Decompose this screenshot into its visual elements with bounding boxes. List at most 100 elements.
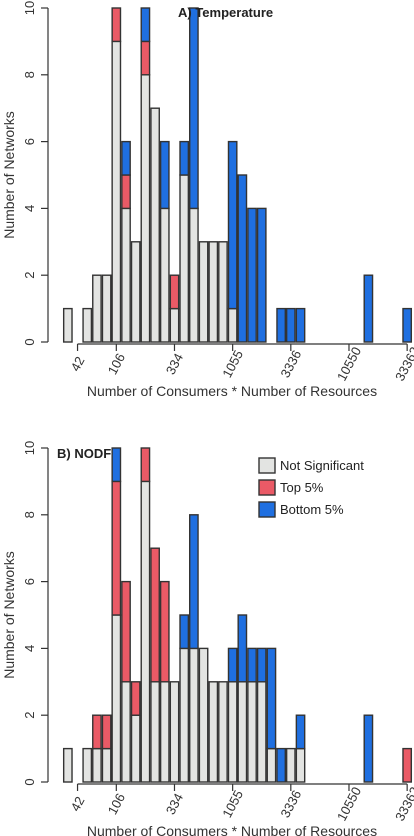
bar-segment [208,241,219,343]
y-tick-label: 4 [22,645,37,652]
x-tick-label: 3336 [277,348,304,381]
legend-label: Top 5% [280,480,324,495]
y-tick-label: 8 [22,511,37,518]
bar-segment [150,681,160,783]
bar-segment [159,580,170,683]
bar-segment [82,747,93,783]
y-tick-label: 4 [22,205,37,212]
bar-segment [266,647,277,750]
legend-swatch [258,479,276,496]
bar-segment [121,580,131,683]
legend-swatch [258,457,276,474]
bar-segment [111,7,122,43]
bar-segment [266,747,277,783]
bar-segment [189,647,199,783]
chart-panel-temperature: 0 2 4 6 8 10 Number of Networks 42 106 334 1055 333… [1,1,414,399]
x-tick-label: 10550 [334,784,364,823]
bar-segment [121,681,131,783]
x-tick-label: 33362 [392,344,414,383]
bar-segment [247,207,257,343]
bar-segment [121,207,131,343]
panel-title: B) NODF [57,446,111,461]
bar-segment [189,514,199,650]
bar-segment [140,74,151,343]
bar-segment [111,447,122,483]
bar-segment [121,140,131,176]
bar-segment [111,614,122,783]
x-tick-label: 3336 [277,788,304,821]
x-tick-label: 1055 [219,348,246,381]
y-axis-label: Number of Networks [1,111,17,239]
x-tick-label: 33362 [392,784,414,823]
bar-segment [159,681,170,783]
bar-segment [295,747,306,783]
bar-segment [111,40,122,343]
bar-segment [218,241,228,343]
x-tick-label: 334 [163,791,186,817]
bar-segment [169,274,180,310]
bar-segment [227,140,238,310]
bar-segment [62,307,73,343]
legend-label: Not Significant [280,458,364,473]
bar-segment [159,207,170,343]
bar-segment [159,140,170,210]
bar-segment [189,207,199,343]
bar-segment [247,647,257,683]
x-axis-label: Number of Consumers * Number of Resource… [87,383,377,399]
bar-segment [121,174,131,210]
bar-segment [130,681,141,716]
bar-segment [179,647,190,783]
y-tick-label: 6 [22,578,37,585]
bar-segment [295,307,306,343]
legend: Not Significant Top 5% Bottom 5% [258,457,364,518]
legend-label: Bottom 5% [280,502,344,517]
y-tick-label: 0 [22,338,37,345]
bar-segment [208,681,219,783]
bar-segment [198,647,209,783]
y-axis-label: Number of Networks [1,551,17,679]
bar-segment [140,447,151,483]
x-tick-label: 42 [68,794,88,814]
bar-segment [237,681,248,783]
bar-segment [169,307,180,343]
bar-segment [276,747,286,783]
bar-segment [140,40,151,76]
bar-segment [140,7,151,43]
bar-segment [198,241,209,343]
bar-segment [285,747,296,783]
bar-segment [130,241,141,343]
bar-segment [92,714,102,750]
bar-segment [363,714,374,783]
x-tick-label: 106 [105,791,128,817]
y-tick-label: 8 [22,71,37,78]
bar-segment [227,307,238,343]
x-tick-label: 1055 [219,788,246,821]
y-tick-label: 10 [22,1,37,15]
bar-segment [402,747,413,783]
bar-segment [189,7,199,210]
bar-segment [247,681,257,783]
bar-segment [256,681,267,783]
x-tick-label: 334 [163,351,186,377]
bar-segment [140,480,151,783]
bar-segment [179,140,190,176]
y-tick-label: 0 [22,778,37,785]
bar-segment [169,681,180,783]
bar-segment [82,307,93,343]
bar-segment [92,747,102,783]
bar-segment [150,547,160,683]
bar-segment [402,307,413,343]
bar-segment [363,274,374,343]
x-tick-label: 10550 [334,344,364,383]
x-tick-label: 106 [105,351,128,377]
bar-segment [101,747,112,783]
x-axis-label: Number of Consumers * Number of Resource… [87,823,377,836]
bar-segment [179,174,190,343]
bar-segment [150,107,160,343]
chart-panel-nodf: 0 2 4 6 8 10 Number of Networks 42 106 334 1055 333… [1,441,414,836]
bar-segment [227,647,238,683]
bar-segment [101,714,112,750]
bar-segment [111,480,122,616]
bar-segment [295,714,306,750]
